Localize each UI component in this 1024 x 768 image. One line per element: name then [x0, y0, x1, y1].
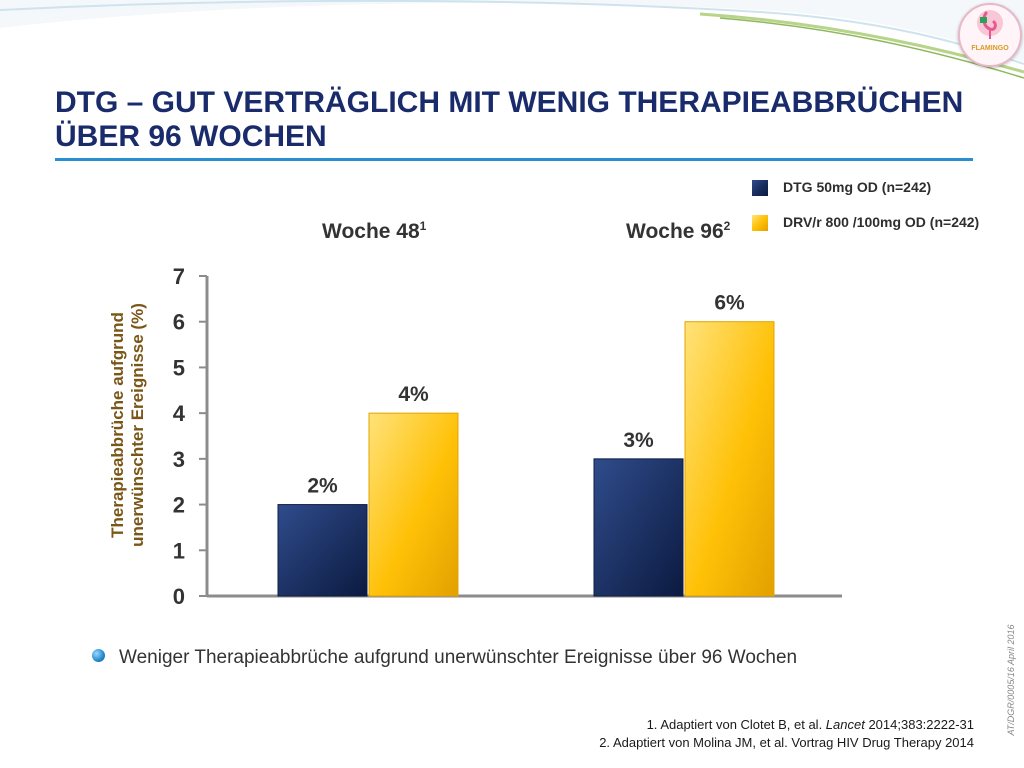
bar-dtg-0 [277, 504, 368, 597]
legend-swatch-drv [752, 215, 768, 232]
y-tick-label: 5 [173, 355, 185, 380]
y-tick-label: 6 [173, 310, 185, 335]
group-label-week96-text: Woche 96 [626, 220, 724, 243]
chart-axes: 0 1 2 3 4 5 6 7 [173, 264, 842, 609]
bar-dtg-1 [593, 458, 684, 597]
y-axis-label: Therapieabbrüche aufgrund unerwünschter … [108, 303, 148, 547]
legend-item-drv: DRV/r 800 /100mg OD (n=242) [752, 214, 980, 232]
legend-item-dtg: DTG 50mg OD (n=242) [752, 179, 932, 197]
legend-label-dtg: DTG 50mg OD (n=242) [783, 179, 932, 195]
bullet-dot-icon [92, 649, 105, 663]
data-label: 6% [714, 292, 745, 315]
reference-2: 2. Adaptiert von Molina JM, et al. Vortr… [599, 735, 974, 750]
bullet-text: Weniger Therapieabbrüche aufgrund unerwü… [119, 647, 798, 668]
legend-swatch-dtg [752, 180, 768, 197]
y-tick-label: 2 [173, 493, 185, 518]
group-label-week48-text: Woche 48 [322, 220, 420, 243]
y-tick-label: 7 [173, 264, 185, 289]
bar-drv-1 [684, 321, 775, 597]
references: 1. Adaptiert von Clotet B, et al. Lancet… [599, 716, 974, 752]
bar-drv-0 [368, 412, 459, 597]
y-tick-label: 3 [173, 447, 185, 472]
data-label: 3% [623, 429, 654, 452]
reference-1: 1. Adaptiert von Clotet B, et al. Lancet… [599, 716, 974, 734]
page-title: DTG – gut verträglich mit wenig Therapie… [55, 86, 964, 153]
group-label-week96: Woche 962 [626, 219, 730, 244]
group-label-week96-ref: 2 [723, 219, 731, 233]
data-label: 4% [398, 383, 429, 406]
chart-bars: 2% 4% 3% 6% [277, 292, 775, 597]
flamingo-icon [977, 10, 1003, 39]
data-label: 2% [307, 475, 338, 498]
y-tick-label: 4 [173, 401, 186, 426]
title-divider [55, 158, 973, 161]
bullet-point: Weniger Therapieabbrüche aufgrund unerwü… [92, 647, 797, 669]
reference-1-journal: Lancet [825, 717, 865, 732]
flamingo-logo: FLAMINGO [958, 3, 1022, 67]
logo-text: FLAMINGO [971, 45, 1009, 52]
y-tick-label: 1 [173, 538, 185, 563]
y-axis-label-line-1: Therapieabbrüche aufgrund [108, 312, 127, 538]
reference-1-prefix: 1. Adaptiert von Clotet B, et al. [646, 717, 826, 732]
legend-label-drv: DRV/r 800 /100mg OD (n=242) [783, 214, 980, 230]
decorative-swoosh [0, 0, 1024, 79]
document-code: AT/DGR/0005/16 April 2016 [1006, 624, 1016, 736]
y-tick-label: 0 [173, 584, 185, 609]
y-axis-label-line-2: unerwünschter Ereignisse (%) [128, 303, 147, 547]
group-label-week48: Woche 481 [322, 219, 426, 244]
reference-1-suffix: 2014;383:2222-31 [864, 717, 974, 732]
group-label-week48-ref: 1 [419, 219, 427, 233]
